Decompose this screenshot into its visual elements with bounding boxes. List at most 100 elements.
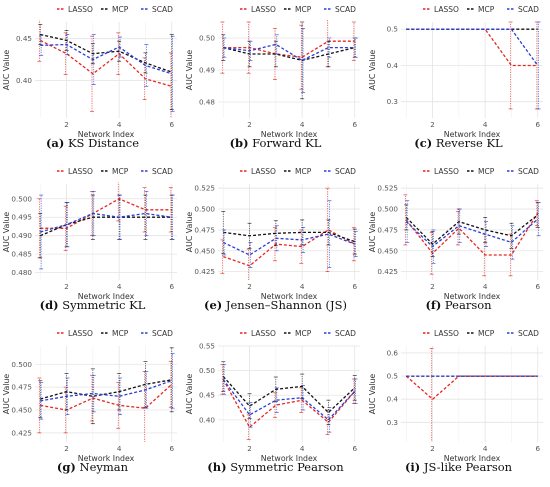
chart-panel-6: LASSO MCP SCAD 0.425 0.450 0.475 0.500 2 4 6 Netwo… — [1, 324, 184, 486]
series-line-scad — [223, 233, 355, 256]
x-tick-label: 6 — [535, 282, 540, 291]
x-axis-label: Network Index — [444, 130, 501, 139]
series-lasso — [405, 347, 538, 442]
series-line-mcp — [223, 46, 355, 62]
panel-letter: (i) — [404, 460, 421, 474]
chart-svg: LASSO MCP SCAD 0.3 0.4 0.5 2 4 6 Network Index AUC… — [368, 5, 543, 139]
chart-svg: LASSO MCP SCAD 0.40 0.45 0.50 0.55 2 4 6 Network I… — [185, 329, 360, 463]
y-tick-label: 0.49 — [199, 66, 215, 75]
legend-label-scad: SCAD — [518, 167, 539, 176]
series-line-mcp — [40, 379, 172, 400]
legend-label-mcp: MCP — [295, 5, 312, 14]
panel-caption: (c) Reverse KL — [367, 136, 550, 150]
x-tick-label: 2 — [430, 282, 435, 291]
panel-caption: (f) Pearson — [367, 298, 550, 312]
chart-svg: LASSO MCP SCAD 0.48 0.49 0.50 2 4 6 Network Index… — [185, 5, 360, 139]
gridlines — [218, 184, 360, 280]
panel-letter: (b) — [229, 136, 249, 150]
series-scad — [39, 352, 175, 420]
y-tick-label: 0.4 — [387, 395, 399, 404]
legend-label-lasso: LASSO — [434, 5, 459, 14]
legend: LASSO MCP SCAD — [423, 5, 539, 14]
y-tick-label: 0.525 — [194, 184, 215, 193]
x-tick-label: 4 — [483, 444, 488, 453]
panel-title: Jensen–Shannon (JS) — [222, 298, 347, 312]
legend-label-scad: SCAD — [518, 329, 539, 338]
chart-svg: LASSO MCP SCAD 0.480 0.485 0.490 0.495 0.500 2 4 6… — [2, 167, 177, 301]
x-tick-label: 6 — [535, 444, 540, 453]
series-line-mcp — [222, 376, 356, 414]
legend-label-mcp: MCP — [112, 167, 129, 176]
series-lasso — [37, 361, 173, 442]
series-line-scad — [223, 43, 355, 62]
series-line-lasso — [223, 229, 356, 267]
y-tick-label: 0.500 — [377, 205, 398, 214]
y-tick-label: 0.5 — [387, 372, 398, 381]
panel-title: Reverse KL — [432, 136, 503, 150]
y-tick-label: 0.50 — [199, 366, 215, 375]
series-lasso — [220, 20, 356, 90]
chart-panel-5: LASSO MCP SCAD 0.425 0.450 0.475 0.500 0.525 2 4 6… — [367, 162, 550, 324]
y-tick-label: 0.480 — [11, 268, 32, 277]
panel-title: JS-like Pearson — [420, 460, 513, 474]
panel-letter: (c) — [414, 136, 433, 150]
x-tick-label: 2 — [430, 120, 435, 129]
y-tick-label: 0.45 — [199, 391, 215, 400]
legend: LASSO MCP SCAD — [57, 329, 173, 338]
y-tick-label: 0.425 — [11, 428, 32, 437]
legend: LASSO MCP SCAD — [240, 5, 356, 14]
legend-label-scad: SCAD — [335, 5, 356, 14]
x-tick-label: 4 — [483, 120, 488, 129]
legend: LASSO MCP SCAD — [57, 5, 173, 14]
legend: LASSO MCP SCAD — [57, 167, 173, 176]
y-axis-label: AUC Value — [2, 374, 11, 415]
y-axis-label: AUC Value — [185, 212, 194, 253]
series-line-scad — [40, 380, 172, 402]
legend: LASSO MCP SCAD — [240, 167, 356, 176]
x-tick-label: 4 — [300, 120, 305, 129]
legend-label-mcp: MCP — [112, 5, 129, 14]
y-axis-label: AUC Value — [368, 50, 377, 91]
x-tick-label: 4 — [117, 282, 122, 291]
legend-label-mcp: MCP — [478, 5, 495, 14]
legend-label-lasso: LASSO — [251, 167, 276, 176]
series-scad — [39, 191, 175, 270]
y-tick-label: 0.500 — [194, 205, 215, 214]
chart-panel-3: LASSO MCP SCAD 0.480 0.485 0.490 0.495 0.500 2 4 6… — [1, 162, 184, 324]
legend-label-scad: SCAD — [335, 167, 356, 176]
x-axis-label: Network Index — [78, 454, 135, 463]
legend-label-scad: SCAD — [152, 5, 173, 14]
gridlines — [35, 22, 177, 118]
x-tick-label: 6 — [352, 282, 357, 291]
legend: LASSO MCP SCAD — [423, 329, 539, 338]
x-tick-label: 6 — [352, 120, 357, 129]
panel-caption: (a) KS Distance — [1, 136, 184, 150]
series-line-lasso — [405, 375, 538, 401]
series-line-scad — [40, 212, 172, 233]
legend-label-scad: SCAD — [518, 5, 539, 14]
series-scad — [222, 200, 358, 268]
panel-letter: (f) — [425, 298, 442, 312]
y-tick-label: 0.450 — [11, 406, 32, 415]
x-tick-label: 6 — [535, 120, 540, 129]
panel-caption: (d) Symmetric KL — [1, 298, 184, 312]
x-axis-label: Network Index — [261, 130, 318, 139]
chart-svg: LASSO MCP SCAD 0.425 0.450 0.475 0.500 0.525 2 4 6… — [185, 167, 360, 301]
x-axis-label: Network Index — [261, 454, 318, 463]
chart-panel-1: LASSO MCP SCAD 0.48 0.49 0.50 2 4 6 Network Index… — [184, 0, 367, 162]
gridlines — [401, 22, 543, 118]
legend-label-lasso: LASSO — [68, 167, 93, 176]
x-tick-label: 6 — [169, 120, 174, 129]
series-lasso — [220, 187, 356, 280]
legend-label-mcp: MCP — [478, 329, 495, 338]
x-tick-label: 2 — [64, 282, 69, 291]
legend: LASSO MCP SCAD — [423, 167, 539, 176]
panel-letter: (a) — [45, 136, 65, 150]
series-scad — [406, 21, 541, 110]
chart-panel-0: LASSO MCP SCAD 0.40 0.45 2 4 6 Network Index AUC … — [1, 0, 184, 162]
chart-svg: LASSO MCP SCAD 0.3 0.4 0.5 0.6 2 4 6 Network Index… — [368, 329, 543, 463]
legend-label-scad: SCAD — [152, 329, 173, 338]
x-axis-label: Network Index — [78, 292, 135, 301]
y-axis-label: AUC Value — [2, 50, 11, 91]
gridlines — [218, 22, 360, 118]
